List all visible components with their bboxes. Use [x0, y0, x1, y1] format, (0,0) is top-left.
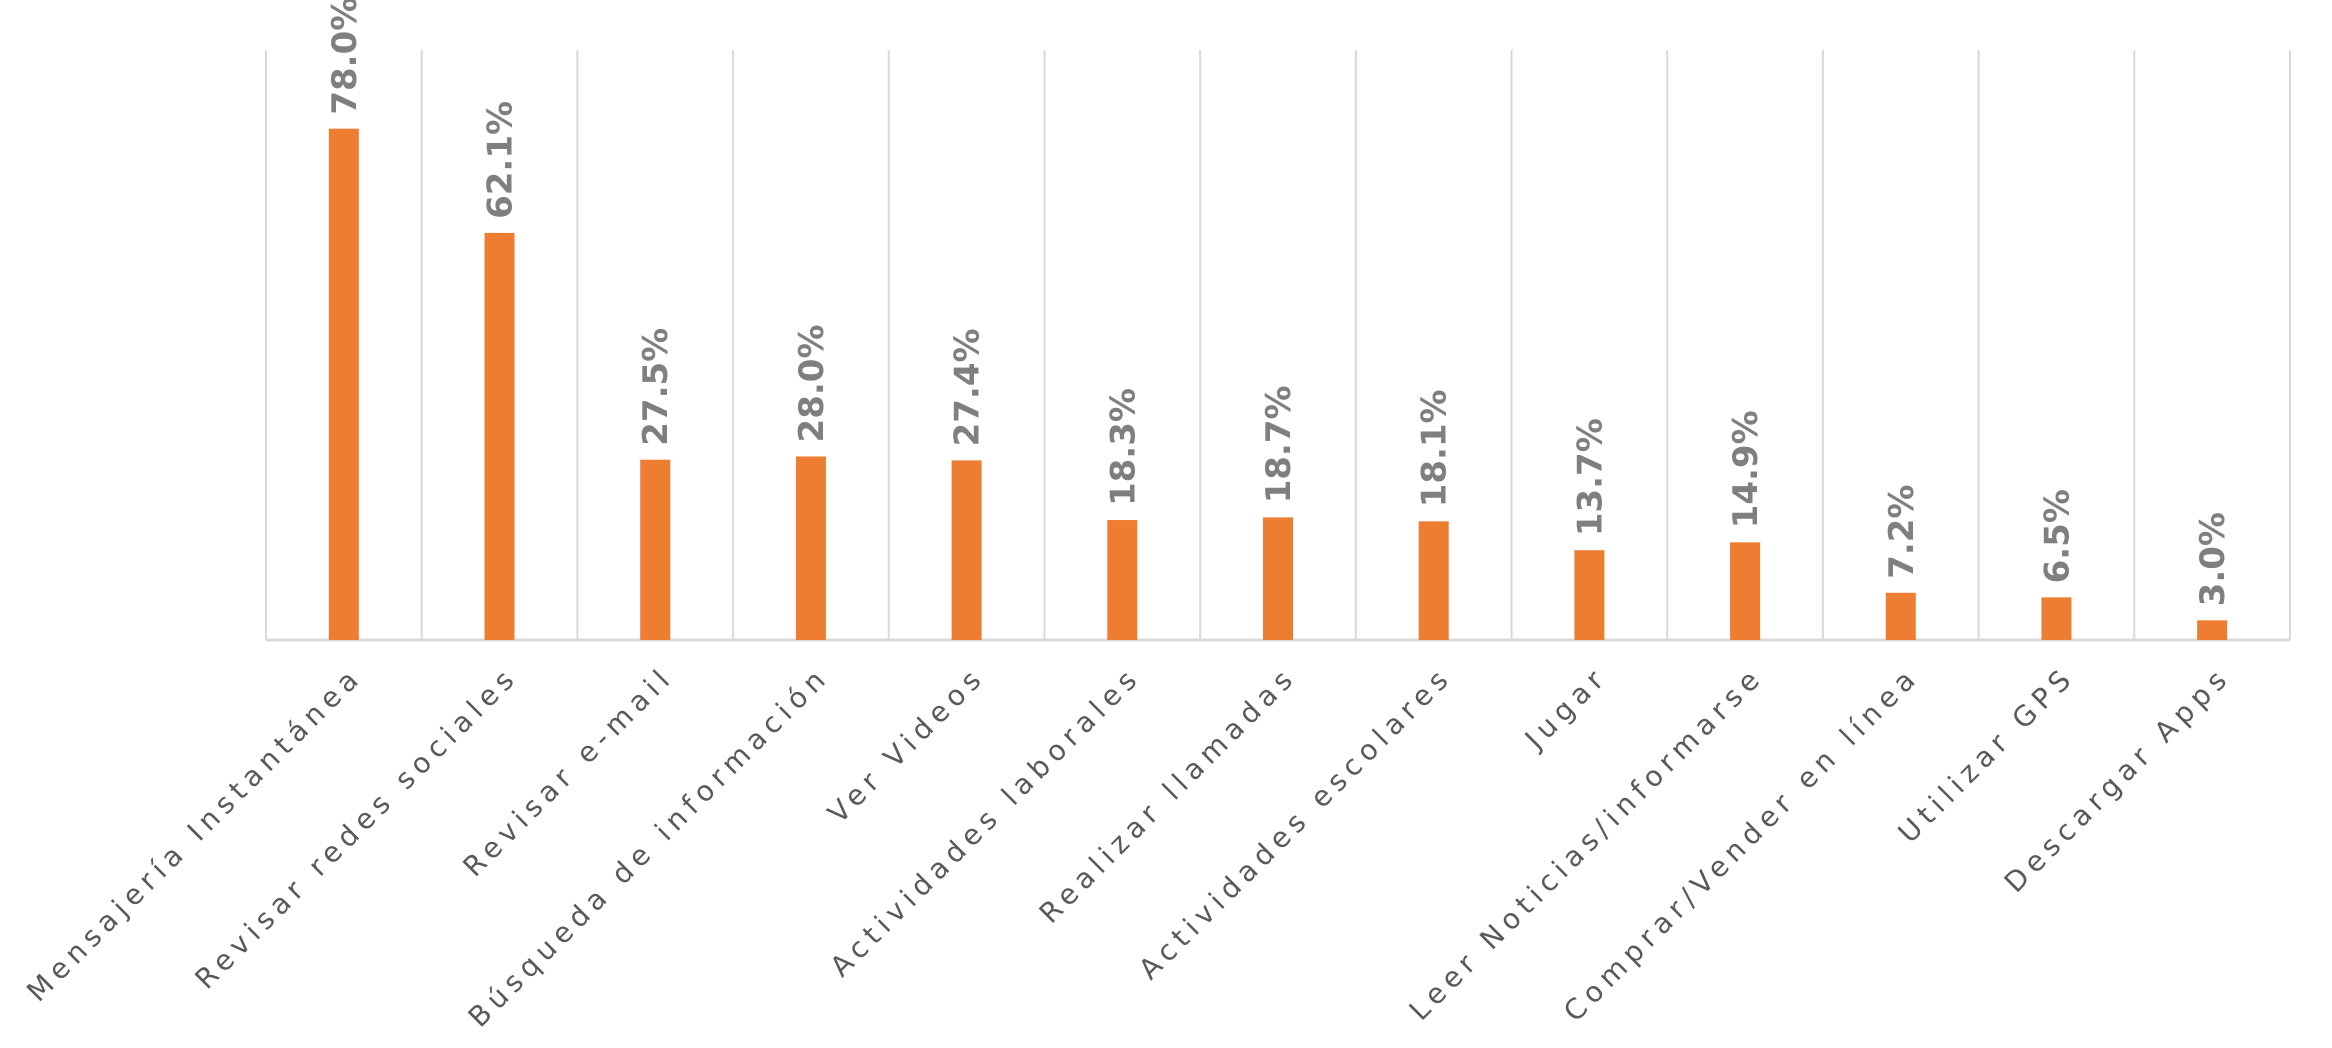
- category-label: Realizar llamadas: [1033, 660, 1303, 930]
- bar: [795, 456, 826, 640]
- category-label: Mensajería Instantánea: [20, 660, 369, 1009]
- data-label: 18.3%: [1103, 388, 1143, 506]
- bar: [640, 459, 671, 640]
- data-label: 28.0%: [792, 324, 832, 442]
- bar: [951, 460, 982, 640]
- data-labels: 78.0% 62.1% 27.5% 28.0% 27.4% 18.3% 18.7% 18.1%…: [325, 0, 2233, 606]
- category-label: Actividades laborales: [824, 660, 1148, 984]
- bar: [2197, 620, 2228, 640]
- data-label: 62.1%: [481, 101, 521, 219]
- bar: [1730, 542, 1761, 640]
- bar: [1107, 520, 1138, 640]
- bar: [1418, 521, 1449, 640]
- data-label: 7.2%: [1882, 485, 1922, 579]
- category-label: Ver Videos: [821, 660, 991, 830]
- data-label: 13.7%: [1570, 418, 1610, 536]
- category-label: Comprar/Vender en línea: [1557, 660, 1926, 1029]
- category-label: Leer Noticias/informarse: [1403, 660, 1770, 1027]
- bar: [1263, 517, 1293, 640]
- data-label: 18.7%: [1259, 385, 1299, 503]
- category-label: Jugar: [1517, 660, 1614, 757]
- category-label: Búsqueda de información: [462, 660, 836, 1034]
- bars: [328, 128, 2228, 640]
- bar: [484, 232, 515, 640]
- category-label: Revisar redes sociales: [188, 660, 524, 996]
- data-label: 3.0%: [2193, 512, 2233, 606]
- grid-lines: [265, 50, 2291, 642]
- data-label: 78.0%: [325, 0, 365, 115]
- data-label: 14.9%: [1726, 410, 1766, 528]
- data-label: 18.1%: [1415, 389, 1455, 507]
- bar: [1574, 550, 1605, 640]
- data-label: 27.5%: [636, 328, 676, 446]
- bar: [2041, 597, 2072, 640]
- bar: [1885, 592, 1916, 640]
- data-label: 6.5%: [2037, 489, 2077, 583]
- data-label: 27.4%: [948, 328, 988, 446]
- bar: [328, 128, 359, 640]
- category-label: Actividades escolares: [1132, 660, 1458, 986]
